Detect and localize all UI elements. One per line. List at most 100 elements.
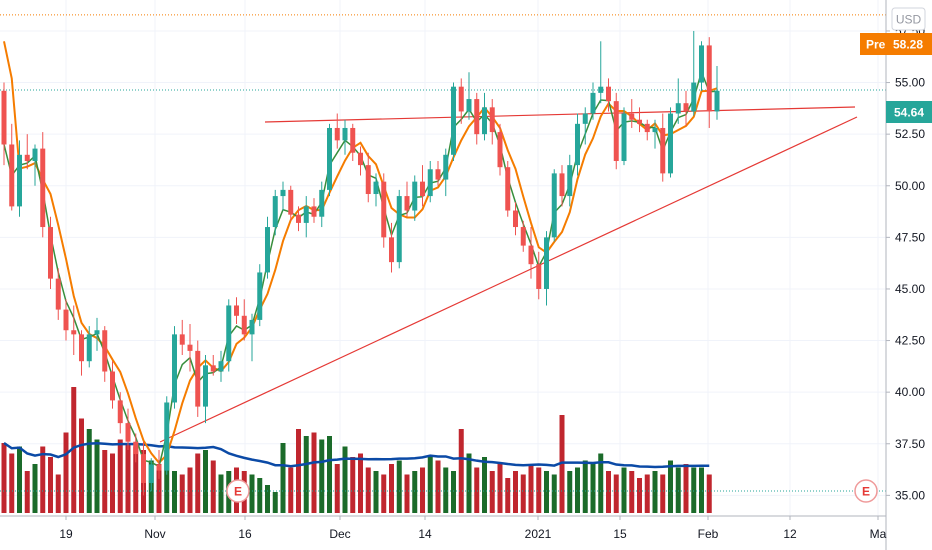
time-tick-label: 15 — [613, 527, 627, 541]
volume-bar — [621, 467, 627, 513]
candle — [156, 449, 162, 479]
candle-body — [187, 344, 193, 351]
candle-body — [265, 227, 270, 273]
volume-bar — [606, 471, 611, 513]
candle — [63, 299, 69, 341]
earnings-letter: E — [234, 485, 242, 499]
volume-bar — [40, 446, 46, 513]
candle-body — [381, 181, 387, 238]
candle — [699, 41, 704, 91]
candle-body — [156, 464, 162, 471]
volume-bar — [172, 471, 177, 513]
candle — [489, 99, 495, 145]
volume-bar — [528, 464, 534, 513]
time-tick-label: 12 — [783, 527, 797, 541]
candle — [629, 99, 635, 128]
volume-bar — [210, 460, 216, 513]
candle — [458, 78, 464, 124]
candle-body — [241, 315, 247, 335]
candle-body — [358, 152, 363, 166]
candle — [141, 441, 146, 496]
volume-bar — [48, 457, 53, 513]
candle-body — [296, 214, 301, 223]
candle — [172, 326, 177, 409]
candle — [536, 251, 542, 300]
earnings-marker: E — [226, 479, 250, 503]
volume-bar — [272, 492, 278, 513]
candle-body — [63, 309, 69, 331]
candle — [40, 132, 46, 238]
candle-body — [582, 113, 588, 124]
candle — [125, 408, 131, 450]
volume-bar — [675, 467, 681, 513]
candle-body — [714, 90, 720, 112]
candle-body — [234, 305, 239, 316]
candle-body — [660, 127, 666, 174]
currency-box[interactable]: USD — [891, 7, 926, 31]
candle — [86, 326, 92, 368]
volume-bar — [311, 432, 317, 513]
candle — [396, 189, 402, 269]
candle — [319, 181, 325, 228]
candle-body — [55, 278, 61, 310]
candle-body — [40, 148, 46, 228]
volume-bar — [489, 471, 495, 513]
candle — [179, 319, 185, 356]
volume-bar — [203, 450, 208, 513]
candle — [311, 198, 317, 223]
candle — [621, 107, 627, 166]
volume-bar — [637, 478, 642, 513]
price-tick-label: 50.00 — [895, 179, 925, 193]
time-tick-label: 16 — [238, 527, 252, 541]
candle-body — [1, 90, 7, 145]
volume-bar — [691, 467, 697, 513]
candle — [71, 305, 77, 356]
candle — [358, 146, 363, 176]
price-tick-label: 40.00 — [895, 385, 925, 399]
volume-bar — [435, 460, 441, 513]
candle — [505, 160, 511, 217]
price-axis[interactable]: 35.00 37.50 40.00 42.50 45.00 47.50 50.00 52.50… — [886, 24, 925, 502]
trend-lines[interactable] — [159, 106, 858, 443]
candle — [706, 37, 712, 128]
candle — [482, 92, 487, 141]
volume-bar — [559, 415, 565, 513]
candle — [544, 231, 549, 306]
candle — [644, 119, 650, 141]
volume-bar — [451, 471, 456, 513]
volume-bar — [319, 439, 325, 513]
candle — [187, 324, 193, 372]
candle — [164, 396, 170, 475]
candle-body — [102, 330, 108, 372]
candle — [575, 113, 580, 176]
candle — [466, 72, 472, 120]
candle-body — [311, 206, 317, 217]
candle-body — [505, 167, 511, 211]
candle — [598, 41, 604, 104]
candle — [148, 458, 154, 492]
candle-body — [675, 103, 681, 114]
candle — [520, 220, 526, 252]
volume-bar — [117, 439, 123, 513]
candle-body — [71, 330, 77, 335]
currency-label: USD — [896, 13, 922, 27]
candle-body — [466, 99, 472, 112]
candle-body — [396, 196, 402, 263]
candle — [195, 340, 201, 417]
candle-body — [474, 99, 480, 135]
candle — [241, 299, 247, 341]
candle-body — [668, 113, 673, 174]
volume-bar — [590, 464, 596, 513]
candle-body — [443, 154, 449, 180]
volume-bar — [373, 471, 379, 513]
candle-body — [613, 101, 619, 161]
volume-ma-line — [3, 441, 710, 469]
time-axis[interactable]: 19 Nov 16 Dec 14 2021 15 Feb 12 Ma — [59, 516, 887, 541]
candle — [94, 317, 100, 351]
candle-body — [699, 45, 704, 83]
candle — [218, 350, 224, 382]
price-tick-label: 47.50 — [895, 230, 925, 244]
candle — [606, 78, 611, 112]
